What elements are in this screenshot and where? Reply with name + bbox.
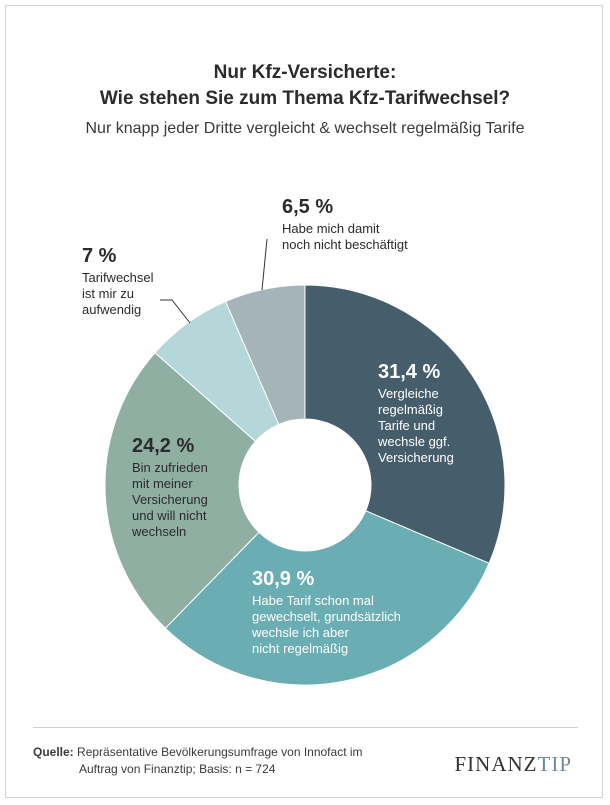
title-line-2: Wie stehen Sie zum Thema Kfz-Tarifwechse…	[99, 88, 511, 109]
label-vergleiche-text: Versicherung	[378, 450, 454, 465]
label-vergleiche-text: Tarife und	[378, 418, 435, 433]
label-aufwendig-text: Tarifwechsel	[82, 270, 154, 285]
label-nicht-beschaeftigt-text: noch nicht beschäftigt	[282, 237, 408, 252]
label-gewechselt-text: nicht regelmäßig	[252, 641, 348, 656]
label-zufrieden-text: Bin zufrieden	[132, 460, 208, 475]
label-vergleiche-text: Vergleiche	[378, 386, 439, 401]
label-aufwendig-text: aufwendig	[82, 302, 141, 317]
label-aufwendig-text: ist mir zu	[82, 286, 134, 301]
label-gewechselt-text: Habe Tarif schon mal	[252, 593, 374, 608]
logo-part-2: TIP	[537, 752, 572, 776]
source-note: Quelle: Repräsentative Bevölkerungsumfra…	[33, 744, 433, 778]
label-aufwendig-percent: 7 %	[82, 245, 117, 267]
label-zufrieden-text: Versicherung	[132, 492, 208, 507]
label-zufrieden-text: mit meiner	[132, 476, 193, 491]
slice-vergleiche	[304, 284, 506, 564]
label-vergleiche-text: wechsle ggf.	[377, 434, 450, 449]
label-vergleiche-text: regelmäßig	[378, 402, 443, 417]
label-gewechselt-percent: 30,9 %	[252, 568, 314, 590]
chart-title: Nur Kfz-Versicherte: Wie stehen Sie zum …	[0, 60, 610, 112]
slice-zufrieden	[104, 352, 260, 629]
slice-nicht-beschaeftigt	[224, 284, 306, 426]
title-line-1: Nur Kfz-Versicherte:	[213, 62, 397, 83]
slice-gewechselt	[164, 510, 490, 686]
label-zufrieden-text: wechseln	[131, 524, 186, 539]
label-zufrieden-text: und will nicht	[132, 508, 207, 523]
leader-line-aufwendig	[160, 299, 191, 324]
source-line-1: Repräsentative Bevölkerungsumfrage von I…	[77, 745, 363, 759]
divider	[33, 727, 578, 728]
label-nicht-beschaeftigt-text: Habe mich damit	[282, 221, 380, 236]
source-label: Quelle:	[33, 745, 74, 759]
label-nicht-beschaeftigt-percent: 6,5 %	[282, 196, 333, 218]
label-gewechselt-text: wechsle ich aber	[251, 625, 349, 640]
source-line-2: Auftrag von Finanztip; Basis: n = 724	[79, 762, 276, 776]
leader-line-nicht-beschaeftigt	[261, 238, 268, 291]
chart-subtitle: Nur knapp jeder Dritte vergleicht & wech…	[85, 120, 525, 137]
label-zufrieden-percent: 24,2 %	[132, 435, 194, 457]
label-vergleiche-percent: 31,4 %	[378, 361, 440, 383]
finanztip-logo: FINANZTIP	[455, 752, 573, 777]
logo-part-1: FINANZ	[454, 752, 538, 776]
label-gewechselt-text: gewechselt, grundsätzlich	[252, 609, 401, 624]
chart-frame	[5, 5, 603, 798]
